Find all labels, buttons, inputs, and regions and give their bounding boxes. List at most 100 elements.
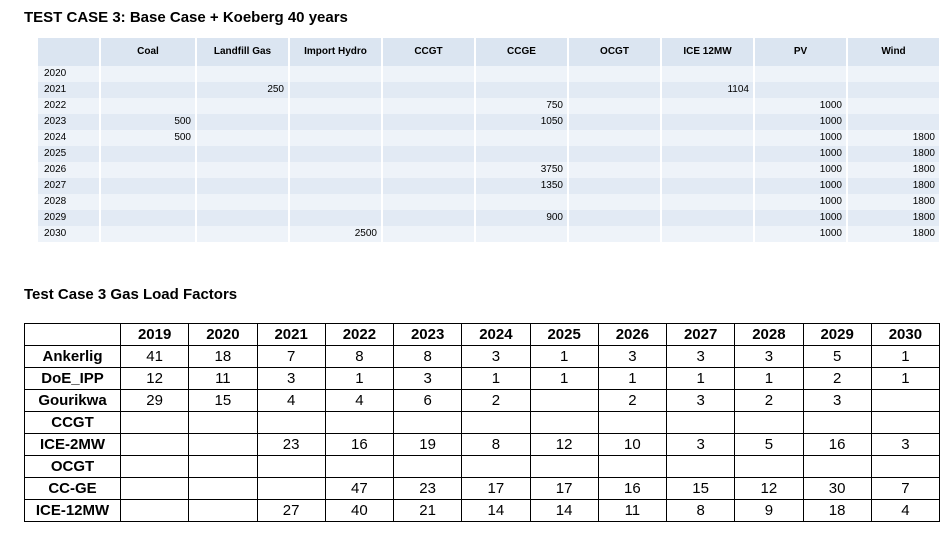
column-header: Wind — [847, 38, 941, 66]
capacity-cell: 1800 — [847, 162, 941, 178]
plant-label: CC-GE — [24, 477, 121, 500]
plant-label: OCGT — [24, 455, 121, 478]
capacity-cell — [568, 146, 662, 162]
capacity-cell — [568, 162, 662, 178]
capacity-cell: 1000 — [754, 162, 848, 178]
load-factor-cell: 1 — [529, 367, 599, 390]
capacity-cell — [196, 130, 290, 146]
load-factor-cell — [802, 455, 872, 478]
load-factor-cell: 3 — [734, 345, 804, 368]
load-factor-cell: 10 — [597, 433, 668, 456]
load-factor-cell: 3 — [665, 433, 736, 456]
table-row: 2030 2500 1000 1800 — [38, 226, 941, 242]
plant-label: ICE-2MW — [24, 433, 121, 456]
capacity-cell: 900 — [475, 210, 569, 226]
capacity-cell — [568, 178, 662, 194]
year-header: 2030 — [870, 323, 941, 346]
load-factor-cell: 3 — [392, 367, 463, 390]
year-header: 2022 — [324, 323, 395, 346]
capacity-cell — [100, 82, 197, 98]
capacity-cell: 1050 — [475, 114, 569, 130]
capacity-cell — [289, 114, 383, 130]
year-cell: 2025 — [38, 146, 101, 162]
load-factor-cell: 12 — [119, 367, 190, 390]
capacity-cell — [847, 82, 941, 98]
table-row: Ankerlig 41 18 7 8 8 3 1 3 3 3 5 1 — [24, 345, 941, 368]
load-factor-cell — [119, 433, 190, 456]
load-factor-cell: 41 — [119, 345, 190, 368]
capacity-cell — [475, 146, 569, 162]
load-factor-title: Test Case 3 Gas Load Factors — [24, 286, 238, 303]
load-factor-cell — [461, 411, 531, 434]
year-cell: 2021 — [38, 82, 101, 98]
capacity-cell: 250 — [196, 82, 290, 98]
table-row: 2028 1000 1800 — [38, 194, 941, 210]
column-header: CCGT — [382, 38, 476, 66]
load-factor-cell: 1 — [665, 367, 736, 390]
load-factor-cell: 1 — [870, 345, 941, 368]
capacity-cell — [382, 98, 476, 114]
column-header: CCGE — [475, 38, 569, 66]
capacity-cell — [847, 66, 941, 82]
capacity-cell — [196, 114, 290, 130]
capacity-cell — [382, 66, 476, 82]
year-header: 2021 — [256, 323, 326, 346]
capacity-cell — [196, 194, 290, 210]
capacity-cell — [289, 130, 383, 146]
load-factor-cell — [324, 411, 395, 434]
capacity-cell — [661, 226, 755, 242]
table-row: Gourikwa 29 15 4 4 6 2 2 3 2 3 — [24, 389, 941, 412]
capacity-cell: 1800 — [847, 226, 941, 242]
table-row: 2023 500 1050 1000 — [38, 114, 941, 130]
table-row: ICE-12MW 27 40 21 14 14 11 8 9 18 4 — [24, 499, 941, 522]
load-factor-cell — [870, 411, 941, 434]
load-factor-cell: 5 — [802, 345, 872, 368]
column-header: Import Hydro — [289, 38, 383, 66]
capacity-cell — [100, 194, 197, 210]
year-header: 2029 — [802, 323, 872, 346]
load-factor-cell — [392, 455, 463, 478]
capacity-cell — [661, 98, 755, 114]
capacity-cell — [475, 226, 569, 242]
load-factor-cell — [188, 477, 258, 500]
load-factor-cell: 30 — [802, 477, 872, 500]
load-factor-cell: 27 — [256, 499, 326, 522]
load-factor-cell: 1 — [734, 367, 804, 390]
load-factor-header: 2019 2020 2021 2022 2023 2024 2025 2026 2027 2028… — [24, 323, 941, 346]
load-factor-cell: 17 — [461, 477, 531, 500]
capacity-cell — [289, 82, 383, 98]
capacity-cell — [100, 66, 197, 82]
capacity-cell: 1000 — [754, 130, 848, 146]
capacity-cell: 1800 — [847, 178, 941, 194]
capacity-cell — [475, 66, 569, 82]
year-header: 2020 — [188, 323, 258, 346]
table-row: 2020 — [38, 66, 941, 82]
capacity-cell: 1000 — [754, 146, 848, 162]
capacity-cell — [382, 194, 476, 210]
load-factor-cell — [734, 455, 804, 478]
load-factor-cell: 9 — [734, 499, 804, 522]
load-factor-cell — [324, 455, 395, 478]
load-factor-cell: 3 — [665, 389, 736, 412]
capacity-cell — [661, 114, 755, 130]
year-cell: 2029 — [38, 210, 101, 226]
load-factor-cell: 15 — [188, 389, 258, 412]
capacity-cell — [289, 98, 383, 114]
build-plan-body: 2020 2021 250 1104 2022 750 1000 2023 500 1050 100… — [38, 66, 941, 242]
load-factor-cell: 3 — [597, 345, 668, 368]
capacity-cell — [100, 98, 197, 114]
load-factor-cell — [256, 455, 326, 478]
load-factor-cell: 14 — [529, 499, 599, 522]
capacity-cell — [568, 226, 662, 242]
capacity-cell: 500 — [100, 114, 197, 130]
load-factor-cell — [461, 455, 531, 478]
capacity-cell: 1000 — [754, 226, 848, 242]
build-plan-header-row: Coal Landfill Gas Import Hydro CCGT CCGE OCGT… — [38, 38, 941, 66]
capacity-cell — [661, 66, 755, 82]
load-factor-cell: 16 — [324, 433, 395, 456]
capacity-cell: 1000 — [754, 210, 848, 226]
year-cell: 2028 — [38, 194, 101, 210]
year-cell: 2022 — [38, 98, 101, 114]
build-plan-title: TEST CASE 3: Base Case + Koeberg 40 year… — [24, 9, 348, 26]
column-header: Coal — [100, 38, 197, 66]
